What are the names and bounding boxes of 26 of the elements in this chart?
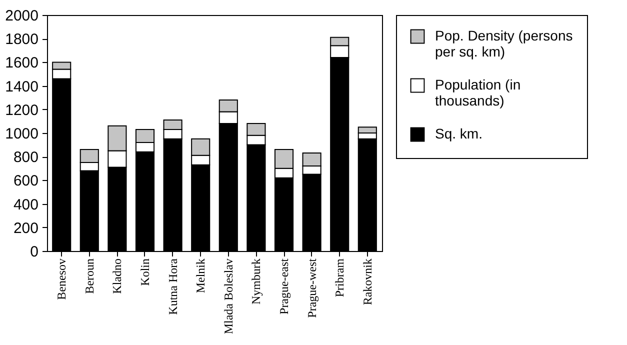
x-tick-label: Prague-west <box>304 258 319 318</box>
legend-label: Sq. km. <box>435 126 482 142</box>
y-tick-label: 1800 <box>5 31 38 48</box>
y-tick-label: 1400 <box>5 78 38 96</box>
y-tick-label: 800 <box>13 149 38 166</box>
x-tick-label: Melnik <box>194 258 208 294</box>
x-tick-label: Mlada Boleslav <box>221 258 236 334</box>
y-tick-label: 1200 <box>5 102 38 119</box>
x-tick-label: Rakovnik <box>360 258 374 306</box>
y-tick-label: 1600 <box>5 54 38 72</box>
y-tick-label: 1000 <box>5 126 38 142</box>
x-tick-label: Kolin <box>138 258 152 286</box>
legend-label: Pop. Density (persons per sq. km) <box>435 28 573 60</box>
x-tick-label: Pribram <box>332 258 347 298</box>
y-tick-label: 0 <box>30 244 38 260</box>
legend-label: Population (in thousands) <box>435 76 521 108</box>
x-tick-label: Benesov <box>54 258 69 300</box>
x-tick-label: Kutna Hora <box>166 258 180 315</box>
x-tick-label: Kladno <box>110 258 124 294</box>
x-tick-label: Prague-east <box>277 258 291 314</box>
y-tick-label: 400 <box>13 196 38 214</box>
x-tick-label: Beroun <box>82 258 96 294</box>
y-tick-label: 200 <box>13 220 38 237</box>
x-tick-label: Nymburk <box>249 258 264 304</box>
y-tick-label: 2000 <box>5 8 38 24</box>
y-tick-label: 600 <box>13 172 38 190</box>
